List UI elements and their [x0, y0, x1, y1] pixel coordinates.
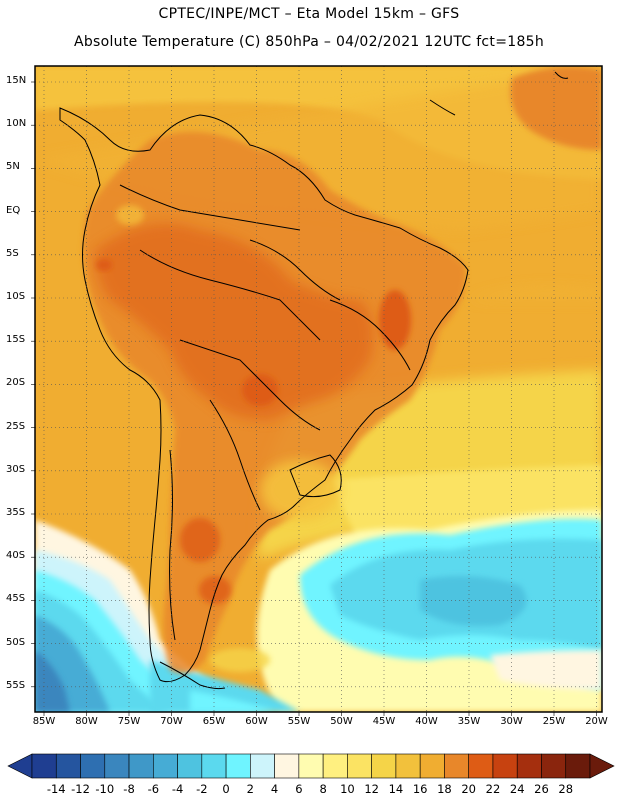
latitude-label: 30S [6, 463, 26, 475]
latitude-label: 10S [6, 291, 26, 302]
colorbar-swatch [201, 753, 227, 779]
longitude-label: 65W [202, 716, 226, 727]
colorbar-swatch [347, 753, 372, 779]
longitude-label: 70W [160, 716, 183, 727]
colorbar-swatch [516, 753, 542, 779]
longitude-label: 25W [542, 716, 566, 727]
latitude-label: 15S [6, 334, 26, 346]
colorbar-swatch [541, 753, 567, 779]
colorbar-label: 22 [485, 782, 501, 796]
longitude-label: 85W [32, 716, 56, 727]
colorbar-label: 16 [412, 782, 428, 796]
colorbar-swatch [128, 753, 154, 779]
colorbar-swatch [250, 753, 275, 779]
longitude-label: 30W [500, 716, 523, 727]
colorbar-label: 4 [270, 782, 279, 796]
colorbar-label: 12 [364, 782, 379, 796]
colorbar-label: -4 [171, 782, 184, 796]
map-frame [34, 65, 603, 713]
longitude-label: 35W [457, 716, 481, 727]
colorbar-label: 26 [534, 782, 549, 796]
latitude-label: 10N [6, 118, 27, 130]
colorbar-swatch [322, 753, 348, 779]
title-line-2: Absolute Temperature (C) 850hPa – 04/02/… [73, 34, 545, 50]
colorbar-swatch [395, 753, 421, 779]
latitude-label: 5S [6, 247, 19, 259]
colorbar-swatch [104, 753, 130, 779]
colorbar-label: 2 [246, 782, 254, 796]
colorbar-swatch [444, 753, 469, 779]
colorbar-label: -8 [123, 782, 135, 796]
colorbar-label: 14 [388, 782, 404, 796]
latitude-label: 35S [6, 507, 26, 518]
colorbar-label: -12 [71, 782, 90, 796]
colorbar [7, 753, 615, 779]
colorbar-swatch [492, 753, 518, 779]
colorbar-swatch [419, 753, 445, 779]
colorbar-label: 0 [222, 782, 230, 796]
longitude-label: 40W [415, 716, 438, 727]
latitude-label: 25S [6, 420, 26, 432]
colorbar-swatch [225, 753, 251, 779]
colorbar-label: 6 [295, 782, 303, 796]
colorbar-label: 24 [509, 782, 525, 796]
latitude-label: EQ [6, 204, 21, 216]
colorbar-swatch [371, 753, 397, 779]
latitude-label: 55S [6, 679, 26, 691]
longitude-label: 55W [287, 716, 311, 727]
latitude-label: 20S [6, 377, 26, 389]
colorbar-label: -14 [46, 782, 66, 796]
latitude-label: 40S [6, 550, 26, 562]
colorbar-swatch [298, 753, 324, 779]
colorbar-swatch [31, 753, 57, 779]
colorbar-max-arrow [589, 753, 615, 779]
temperature-field [35, 66, 602, 712]
colorbar-label: 28 [558, 782, 574, 796]
colorbar-swatch [177, 753, 203, 779]
colorbar-label: 20 [461, 782, 476, 796]
colorbar-label: -2 [196, 782, 208, 796]
colorbar-label: -6 [147, 782, 160, 796]
latitude-label: 50S [6, 636, 26, 648]
colorbar-swatch [274, 753, 300, 779]
colorbar-swatch [153, 753, 178, 779]
colorbar-label: 10 [340, 782, 355, 796]
colorbar-swatch [55, 753, 81, 779]
colorbar-swatch [565, 753, 591, 779]
colorbar-swatch [80, 753, 106, 779]
colorbar-label: 18 [437, 782, 452, 796]
colorbar-swatch [468, 753, 494, 779]
colorbar-min-arrow [7, 753, 33, 779]
longitude-label: 50W [330, 716, 353, 727]
colorbar-label: 8 [319, 782, 327, 796]
graticule [31, 66, 602, 716]
longitude-label: 60W [245, 716, 268, 727]
longitude-label: 45W [372, 716, 396, 727]
latitude-label: 45S [6, 593, 26, 605]
longitude-label: 75W [117, 716, 141, 727]
longitude-label: 80W [75, 716, 98, 727]
title-line-1: CPTEC/INPE/MCT – Eta Model 15km – GFS [158, 6, 460, 22]
longitude-label: 20W [585, 716, 608, 727]
colorbar-label: -10 [95, 782, 115, 796]
latitude-label: 15N [6, 75, 27, 86]
latitude-label: 5N [6, 161, 20, 173]
